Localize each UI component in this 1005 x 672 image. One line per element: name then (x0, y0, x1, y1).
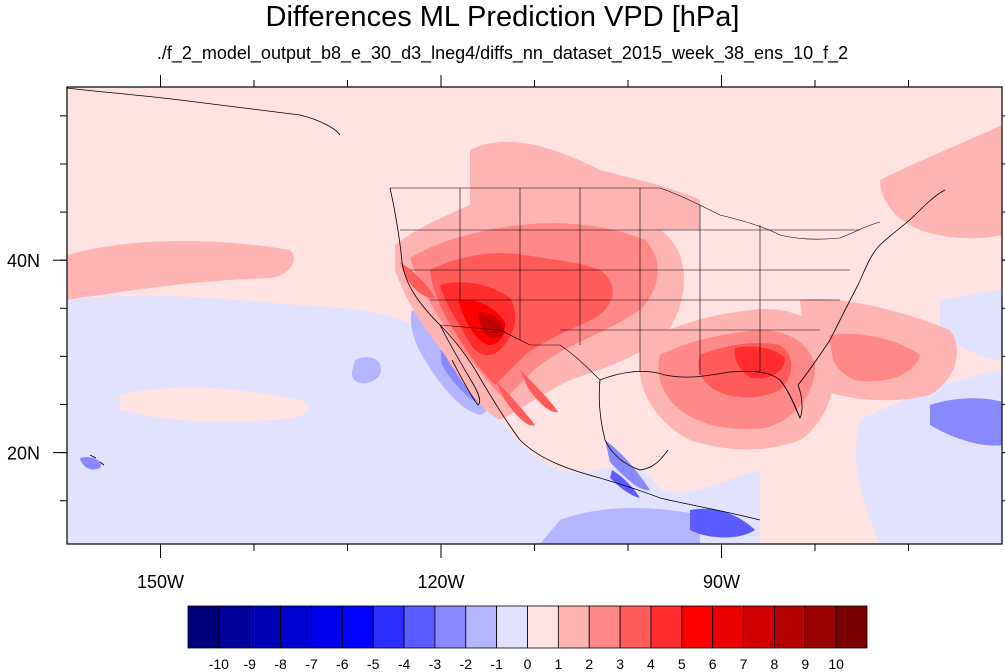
positive-band-pacific-2 (120, 387, 309, 422)
positive-stripe-california (400, 262, 435, 299)
colorbar-label: -2 (460, 656, 473, 672)
colorbar-swatch (557, 605, 590, 649)
positive-region-atlantic-core (828, 333, 920, 382)
lon-tick-label: 120W (417, 572, 464, 592)
colorbar-label: 7 (740, 656, 748, 672)
lat-tick-label: 20N (7, 444, 40, 464)
coastline-mexico-gulf (598, 379, 669, 471)
positive-region-northeast (880, 125, 1002, 239)
colorbar-label: 3 (616, 656, 624, 672)
political-boundaries (390, 187, 881, 381)
blue-pocket-central-america (610, 470, 640, 498)
blue-pocket-hawaii (80, 457, 101, 470)
border-us-canada (390, 187, 881, 240)
colorbar-swatch (835, 605, 868, 649)
colorbar-label: 10 (828, 656, 844, 672)
blue-pocket-south (540, 508, 700, 544)
colorbar-label: -10 (209, 656, 229, 672)
positive-stripe-mexico-2 (520, 370, 558, 413)
border-us-mexico (439, 324, 601, 381)
colorbar-swatch (650, 605, 683, 649)
colorbar-labels: -10 -9 -8 -7 -6 -5 -4 -3 -2 -1 0 1 2 3 4 5 6 7 8 9 10 (209, 656, 844, 672)
colorbar-swatch (588, 605, 621, 649)
colorbar-label: 2 (585, 656, 593, 672)
coastline-baja (439, 324, 480, 406)
hawaii-islands (89, 454, 105, 466)
axis-labels: 150W 120W 90W 40N 20N (7, 251, 740, 592)
colorbar-label: -7 (305, 656, 318, 672)
colorbar-label: -6 (336, 656, 349, 672)
colorbar-label: 9 (801, 656, 809, 672)
colorbar-swatch (187, 605, 220, 649)
colorbar-label: 4 (647, 656, 655, 672)
map-subtitle: ./f_2_model_output_b8_e_30_d3_lneg4/diff… (156, 43, 849, 63)
colorbar-swatch (218, 605, 251, 649)
colorbar-swatch (403, 605, 436, 649)
negative-region-pacific (67, 295, 760, 544)
colorbar-swatch (341, 605, 374, 649)
colorbar-swatch (280, 605, 312, 649)
colorbar-label: 0 (524, 656, 532, 672)
colorbar-swatch (774, 605, 806, 649)
axis-ticks (53, 75, 1005, 558)
coastlines (67, 87, 946, 521)
colorbar-label: -5 (367, 656, 380, 672)
coastline-florida (779, 379, 803, 419)
colorbar-label: 1 (554, 656, 562, 672)
colorbar-swatch (619, 605, 652, 649)
colorbar-label: -3 (429, 656, 442, 672)
colorbar-label: -4 (398, 656, 411, 672)
colorbar-swatch (249, 605, 281, 649)
colorbar-label: -9 (244, 656, 257, 672)
colorbar-label: 8 (771, 656, 779, 672)
state-borders-vertical (459, 188, 761, 375)
coastline-north-america-west (389, 187, 761, 521)
colorbar-label: -8 (274, 656, 287, 672)
lon-tick-label: 90W (703, 572, 740, 592)
positive-band-pacific (67, 240, 294, 300)
lon-tick-label: 150W (137, 572, 184, 592)
positive-stripe-mexico-1 (495, 380, 535, 426)
colorbar-swatch (372, 605, 405, 649)
colorbar-swatch (465, 605, 498, 649)
blue-pocket-south-strong (690, 508, 755, 538)
coastline-east (797, 189, 946, 386)
lat-tick-label: 40N (7, 251, 40, 271)
colorbar-swatch (681, 605, 714, 649)
colorbar-swatch (743, 605, 775, 649)
blue-pocket-atlantic (930, 398, 1002, 446)
contour-field (67, 87, 1002, 544)
map-title: Differences ML Prediction VPD [hPa] (265, 1, 740, 33)
colorbar-label: 6 (709, 656, 717, 672)
colorbar-swatch (311, 605, 343, 649)
colorbar (187, 605, 868, 649)
blue-pocket-pacific-small (351, 357, 382, 384)
colorbar-swatch (804, 605, 837, 649)
state-borders-horizontal (400, 229, 860, 331)
colorbar-label: 5 (678, 656, 686, 672)
colorbar-swatch (712, 605, 744, 649)
colorbar-swatch (527, 605, 559, 649)
colorbar-swatch (434, 605, 467, 649)
colorbar-label: -1 (490, 656, 503, 672)
blue-pocket-gulf-mexico-south (605, 440, 650, 491)
colorbar-swatch (496, 605, 528, 649)
coastline-alaska (67, 87, 341, 136)
